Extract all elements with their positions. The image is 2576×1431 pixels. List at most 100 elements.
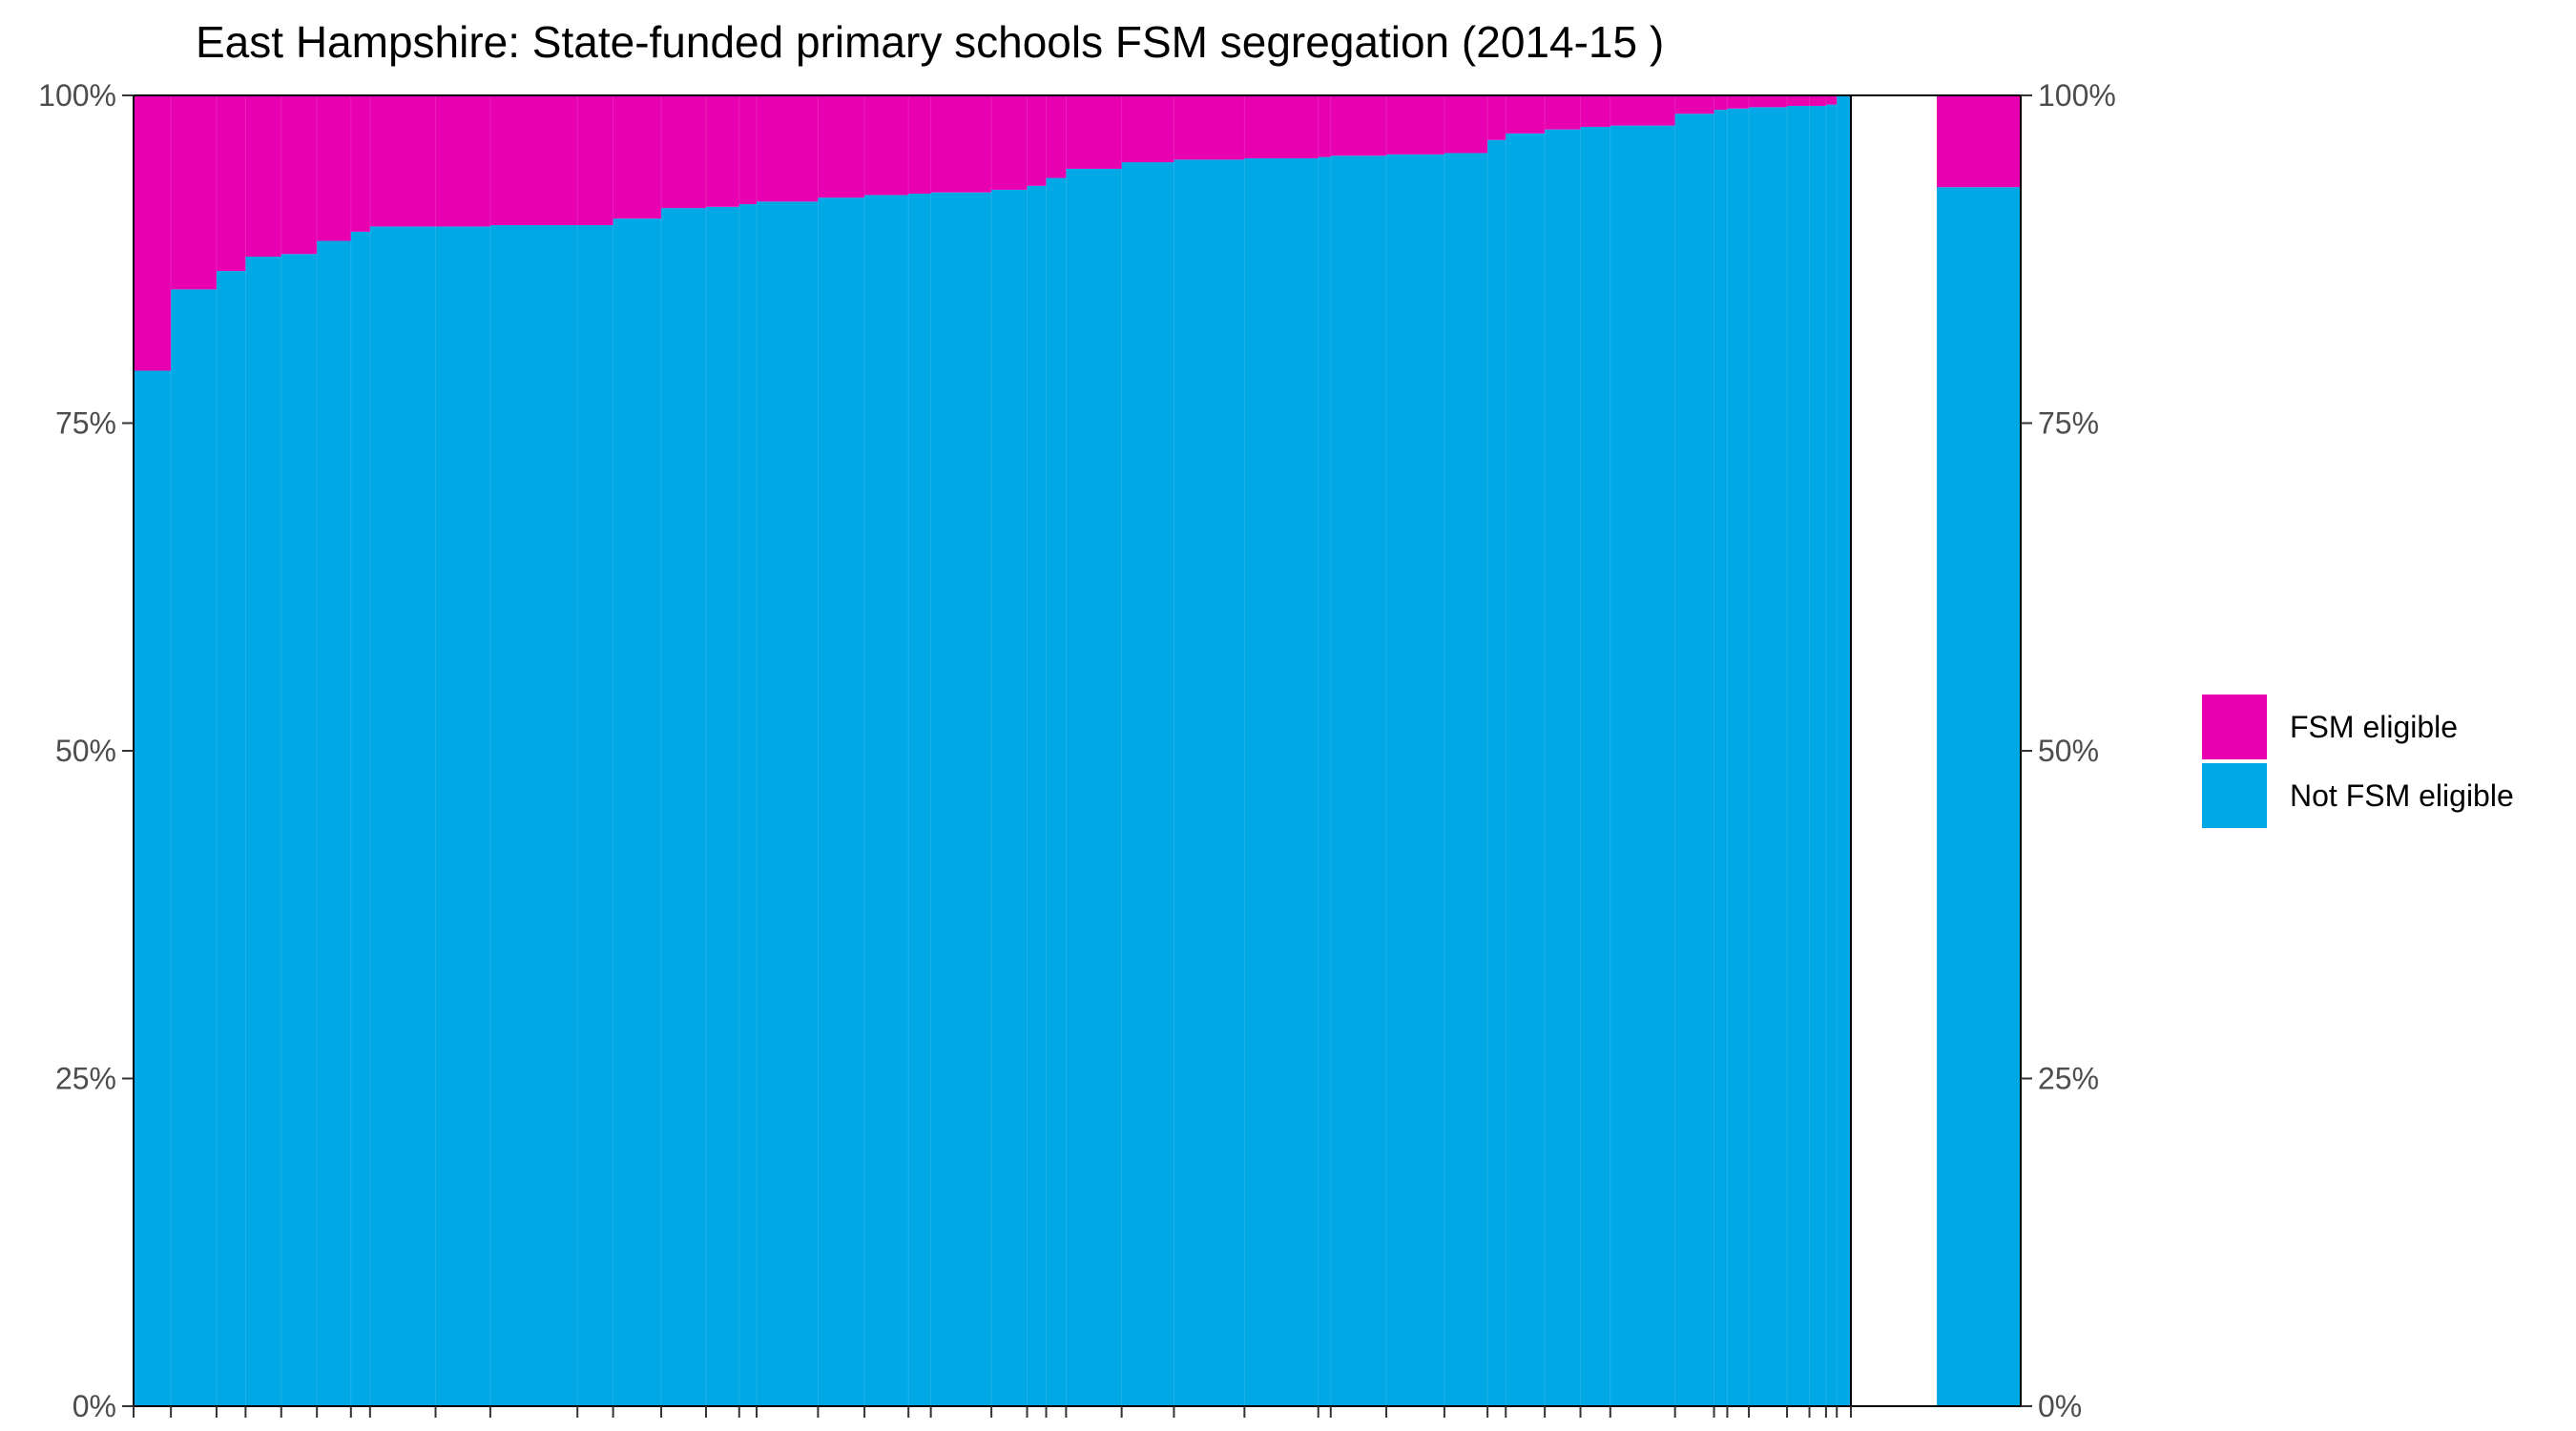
bar-not-fsm (757, 201, 819, 1407)
bar-not-fsm (706, 206, 740, 1406)
bar-fsm (1787, 95, 1811, 106)
bar-fsm (1027, 95, 1048, 186)
bar-not-fsm (1444, 153, 1488, 1406)
y-tick-label-right: 0% (2038, 1389, 2082, 1423)
bar-fsm (1674, 95, 1715, 114)
overall-bar-not-fsm (1937, 187, 2021, 1407)
y-tick-label-right: 25% (2038, 1062, 2099, 1096)
bar-not-fsm (1244, 157, 1319, 1406)
bar-fsm (991, 95, 1028, 190)
bar-not-fsm (930, 192, 992, 1406)
bar-fsm (435, 95, 491, 227)
bar-fsm (350, 95, 371, 232)
bar-not-fsm (991, 189, 1028, 1407)
bar-not-fsm (1727, 108, 1750, 1407)
y-tick-label-left: 50% (55, 734, 116, 768)
bar-fsm (1545, 95, 1582, 130)
bar-fsm (1330, 95, 1387, 156)
bar-not-fsm (1318, 156, 1332, 1406)
bar-fsm (216, 95, 246, 272)
y-tick-label-right: 100% (2038, 78, 2116, 113)
legend-swatch-not-fsm (2202, 763, 2267, 828)
school-bars (133, 94, 1852, 1407)
bar-fsm (738, 95, 758, 205)
bar-not-fsm (818, 197, 865, 1406)
y-tick-label-right: 50% (2038, 734, 2099, 768)
bar-fsm (134, 95, 172, 371)
bar-not-fsm (864, 195, 909, 1407)
bar-fsm (1386, 95, 1445, 155)
bar-not-fsm (245, 257, 282, 1407)
y-tick-label-left: 0% (73, 1389, 116, 1423)
x-axis (133, 1406, 1852, 1418)
y-axis-right: 0% 25% 50% 75% 100% (2021, 78, 2116, 1423)
bar-not-fsm (1174, 159, 1245, 1406)
bar-fsm (661, 95, 707, 209)
bar-not-fsm (738, 204, 758, 1407)
bar-fsm (1066, 95, 1123, 169)
y-tick-label-left: 100% (38, 78, 116, 113)
bar-fsm (489, 95, 578, 226)
bar-not-fsm (1825, 104, 1838, 1406)
bar-not-fsm (171, 289, 218, 1406)
bar-not-fsm (1787, 105, 1811, 1407)
bar-fsm (1174, 95, 1245, 160)
bar-not-fsm (216, 271, 246, 1407)
bar-not-fsm (280, 254, 318, 1406)
bar-not-fsm (1066, 168, 1123, 1407)
y-tick-label-right: 75% (2038, 406, 2099, 441)
bar-fsm (1487, 95, 1506, 140)
bar-not-fsm (577, 225, 614, 1406)
bar-fsm (1809, 95, 1827, 106)
bar-fsm (1444, 95, 1488, 154)
bar-not-fsm (1487, 139, 1506, 1406)
legend-swatch-fsm (2202, 695, 2267, 759)
overall-bar-fsm (1937, 95, 2021, 188)
bar-not-fsm (1714, 110, 1728, 1406)
bar-fsm (1714, 95, 1728, 111)
bar-fsm (245, 95, 282, 258)
legend-label-fsm: FSM eligible (2290, 710, 2458, 744)
bar-fsm (171, 95, 218, 290)
bar-fsm (706, 95, 740, 207)
bar-not-fsm (1027, 185, 1048, 1406)
bar-fsm (864, 95, 909, 196)
bar-not-fsm (435, 226, 491, 1406)
bar-fsm (908, 95, 932, 195)
y-tick-label-left: 25% (55, 1062, 116, 1096)
legend-label-not-fsm: Not FSM eligible (2290, 778, 2514, 813)
bar-fsm (757, 95, 819, 202)
bar-fsm (1244, 95, 1319, 158)
bar-not-fsm (1121, 162, 1174, 1407)
bar-fsm (1121, 95, 1174, 163)
bar-not-fsm (1837, 95, 1852, 1406)
bar-not-fsm (1674, 114, 1715, 1407)
bar-not-fsm (1545, 129, 1582, 1406)
bar-fsm (1825, 95, 1838, 105)
y-axis-left: 0% 25% 50% 75% 100% (38, 78, 134, 1423)
bar-not-fsm (1809, 105, 1827, 1407)
bar-not-fsm (1506, 133, 1546, 1407)
bar-not-fsm (1330, 156, 1387, 1407)
bar-fsm (317, 95, 352, 241)
bar-fsm (1318, 95, 1332, 157)
bar-fsm (613, 95, 662, 219)
bar-fsm (369, 95, 437, 227)
bar-not-fsm (1386, 154, 1445, 1407)
bar-fsm (1727, 95, 1750, 109)
bar-not-fsm (1749, 107, 1788, 1407)
bar-not-fsm (1046, 177, 1067, 1406)
bar-not-fsm (134, 370, 172, 1406)
bar-fsm (1506, 95, 1546, 134)
bar-fsm (1046, 95, 1067, 178)
bar-not-fsm (613, 218, 662, 1406)
bar-not-fsm (661, 208, 707, 1406)
bar-not-fsm (369, 226, 437, 1406)
bar-not-fsm (908, 194, 932, 1406)
bar-fsm (1580, 95, 1611, 127)
bar-fsm (1610, 95, 1676, 126)
chart-title: East Hampshire: State-funded primary sch… (196, 17, 1664, 67)
legend: FSM eligible Not FSM eligible (2202, 695, 2514, 828)
bar-fsm (930, 95, 992, 193)
